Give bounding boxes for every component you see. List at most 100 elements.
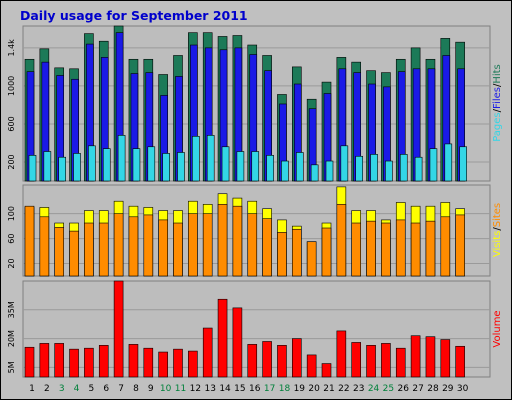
hits-ylabel-part: Hits: [492, 64, 503, 83]
volume-bar: [277, 345, 287, 378]
volume-bar: [217, 298, 228, 378]
pages-bar: [192, 136, 200, 182]
day-label: 29: [442, 384, 454, 394]
pages-bar: [399, 154, 408, 182]
day-label: 6: [103, 384, 109, 394]
volume-bar: [455, 345, 465, 378]
visits-ytick-label: 20: [7, 258, 16, 268]
sites-bar: [321, 227, 332, 277]
sites-bar: [113, 213, 124, 277]
day-label: 19: [294, 384, 306, 394]
day-label: 4: [74, 384, 80, 394]
pages-bar: [355, 155, 364, 182]
sites-bar: [410, 222, 421, 277]
pages-bar: [221, 146, 230, 182]
pages-bar: [295, 152, 304, 182]
volume-bar: [351, 342, 362, 378]
day-labels: 1 2 3 4 5 6 7 8 9 10 11 12 13 14 15 16 17 18 19 20 21 22 23 24 2…: [29, 384, 469, 394]
visits-ylabel-part: Sites: [492, 203, 503, 227]
volume-ytick-label: 35M: [7, 301, 16, 318]
pages-bar: [236, 151, 245, 182]
volume-panel-ylabel: Volume: [492, 310, 503, 347]
volume-ylabel-part: Volume: [492, 310, 503, 347]
sites-bar: [440, 216, 451, 277]
day-label: 7: [118, 384, 124, 394]
sites-bar: [143, 214, 154, 277]
day-label: 20: [308, 384, 320, 394]
volume-bar: [113, 280, 124, 378]
volume-bar: [24, 346, 35, 378]
pages-bar: [325, 160, 334, 182]
sites-bar: [39, 216, 50, 277]
pages-bar: [43, 151, 52, 182]
hits-ylabel-part: /: [492, 83, 503, 87]
sites-bar: [173, 222, 183, 277]
volume-bar: [321, 363, 332, 378]
day-label: 16: [249, 384, 261, 394]
hits-ytick-label: 200: [7, 154, 16, 169]
sites-bar: [395, 219, 406, 277]
hits-ylabel-part: Files: [492, 87, 503, 109]
volume-bar: [39, 343, 50, 378]
pages-bar: [310, 164, 319, 182]
volume-bar: [336, 330, 347, 378]
volume-bar: [232, 307, 243, 378]
volume-ytick-label: 20M: [7, 330, 16, 347]
pages-bar: [444, 143, 453, 182]
hits-ytick-label: 600: [7, 116, 16, 131]
sites-bar: [232, 205, 243, 277]
hits-panel-bars: [24, 25, 467, 182]
sites-bar: [351, 222, 362, 277]
pages-bar: [177, 152, 185, 182]
volume-bar: [128, 344, 139, 378]
volume-bar: [69, 348, 79, 378]
hits-panel-ticks: 200 600 1000 1.4k: [7, 39, 16, 170]
day-label: 12: [190, 384, 201, 394]
sites-bar: [336, 204, 347, 277]
day-label: 23: [353, 384, 364, 394]
day-label: 11: [175, 384, 186, 394]
volume-bar: [98, 345, 109, 378]
day-label: 25: [383, 384, 394, 394]
volume-bar: [143, 347, 154, 378]
volume-bar: [425, 336, 436, 378]
pages-bar: [370, 154, 378, 182]
pages-bar: [28, 155, 37, 182]
pages-bar: [251, 151, 260, 182]
pages-bar: [340, 145, 349, 182]
sites-bar: [217, 204, 228, 277]
volume-bar: [395, 347, 406, 378]
volume-panel-bars: [24, 280, 465, 378]
pages-bar: [281, 160, 289, 182]
pages-bar: [459, 146, 467, 182]
pages-bar: [117, 135, 126, 182]
day-label: 8: [133, 384, 139, 394]
pages-bar: [58, 156, 67, 182]
visits-sites-panel: 20 60 100 Visits/Sites: [7, 184, 503, 277]
volume-bar: [84, 347, 94, 378]
pages-bar: [206, 135, 215, 182]
volume-bar: [381, 343, 391, 378]
day-label: 28: [427, 384, 439, 394]
day-label: 13: [204, 384, 215, 394]
sites-bar: [455, 214, 465, 277]
sites-bar: [247, 213, 258, 277]
pages-bar: [73, 153, 81, 182]
sites-bar: [128, 216, 139, 277]
sites-bar: [54, 227, 65, 277]
volume-bar: [306, 354, 317, 378]
volume-bar: [366, 345, 376, 378]
sites-bar: [188, 213, 198, 277]
day-label: 3: [59, 384, 65, 394]
pages-bar: [266, 155, 274, 182]
sites-bar: [291, 228, 302, 277]
visits-panel-bars: [24, 186, 465, 277]
hits-ytick-label: 1000: [7, 76, 16, 96]
sites-bar: [202, 213, 213, 277]
volume-bar: [54, 343, 65, 378]
visits-ylabel-part: Visits: [492, 231, 503, 258]
day-label: 27: [412, 384, 423, 394]
volume-bar: [188, 350, 198, 378]
